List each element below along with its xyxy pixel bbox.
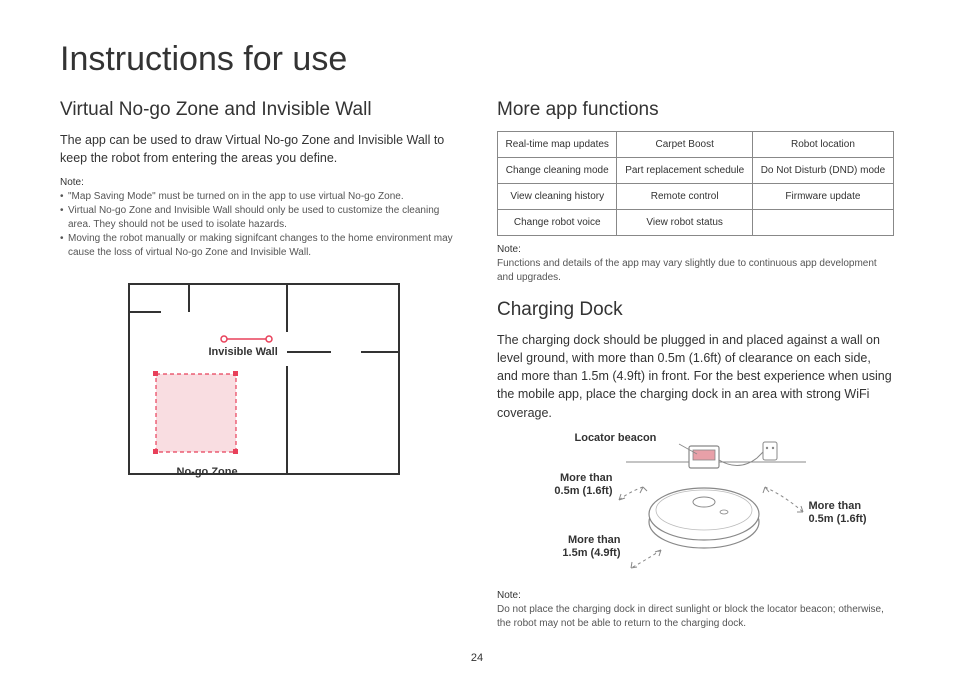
invisible-wall-label: Invisible Wall [209, 346, 278, 358]
app-note-label: Note: [497, 244, 894, 255]
floorplan-diagram: Invisible Wall No-go Zone [99, 274, 419, 484]
table-cell: Do Not Disturb (DND) mode [752, 158, 893, 184]
app-functions-table: Real-time map updates Carpet Boost Robot… [497, 131, 894, 236]
table-cell: Real-time map updates [498, 132, 617, 158]
table-cell: Part replacement schedule [617, 158, 752, 184]
charging-dock-diagram: Locator beacon More than 0.5m (1.6ft) Mo… [511, 432, 881, 582]
content-columns: Virtual No-go Zone and Invisible Wall Th… [60, 99, 894, 645]
left-column: Virtual No-go Zone and Invisible Wall Th… [60, 99, 457, 645]
table-cell: Change robot voice [498, 210, 617, 236]
locator-beacon-label: Locator beacon [575, 432, 657, 445]
nogo-note-item: "Map Saving Mode" must be turned on in t… [60, 190, 457, 204]
nogo-label: No-go Zone [177, 466, 238, 478]
table-row: Change robot voice View robot status [498, 210, 894, 236]
nogo-note-label: Note: [60, 177, 457, 188]
dock-note-label: Note: [497, 590, 894, 601]
clearance-right-label: More than 0.5m (1.6ft) [809, 500, 889, 526]
table-cell: Carpet Boost [617, 132, 752, 158]
app-note-text: Functions and details of the app may var… [497, 257, 894, 285]
table-cell: Remote control [617, 184, 752, 210]
clearance-front-label: More than 1.5m (4.9ft) [541, 534, 621, 560]
floorplan-svg [99, 274, 419, 484]
table-cell: View robot status [617, 210, 752, 236]
charging-dock-heading: Charging Dock [497, 299, 894, 321]
charging-dock-intro: The charging dock should be plugged in a… [497, 331, 894, 422]
nogo-note-list: "Map Saving Mode" must be turned on in t… [60, 190, 457, 260]
table-cell: Change cleaning mode [498, 158, 617, 184]
table-row: View cleaning history Remote control Fir… [498, 184, 894, 210]
nogo-note-item: Virtual No-go Zone and Invisible Wall sh… [60, 204, 457, 232]
table-cell [752, 210, 893, 236]
table-row: Real-time map updates Carpet Boost Robot… [498, 132, 894, 158]
nogo-note-item: Moving the robot manually or making sign… [60, 232, 457, 260]
page-title: Instructions for use [60, 40, 894, 79]
table-cell: View cleaning history [498, 184, 617, 210]
clearance-left-label: More than 0.5m (1.6ft) [533, 472, 613, 498]
nogo-heading: Virtual No-go Zone and Invisible Wall [60, 99, 457, 121]
table-row: Change cleaning mode Part replacement sc… [498, 158, 894, 184]
nogo-intro: The app can be used to draw Virtual No-g… [60, 131, 457, 167]
page-number: 24 [0, 652, 954, 664]
table-cell: Robot location [752, 132, 893, 158]
right-column: More app functions Real-time map updates… [497, 99, 894, 645]
dock-note-text: Do not place the charging dock in direct… [497, 603, 894, 631]
table-cell: Firmware update [752, 184, 893, 210]
app-functions-heading: More app functions [497, 99, 894, 121]
